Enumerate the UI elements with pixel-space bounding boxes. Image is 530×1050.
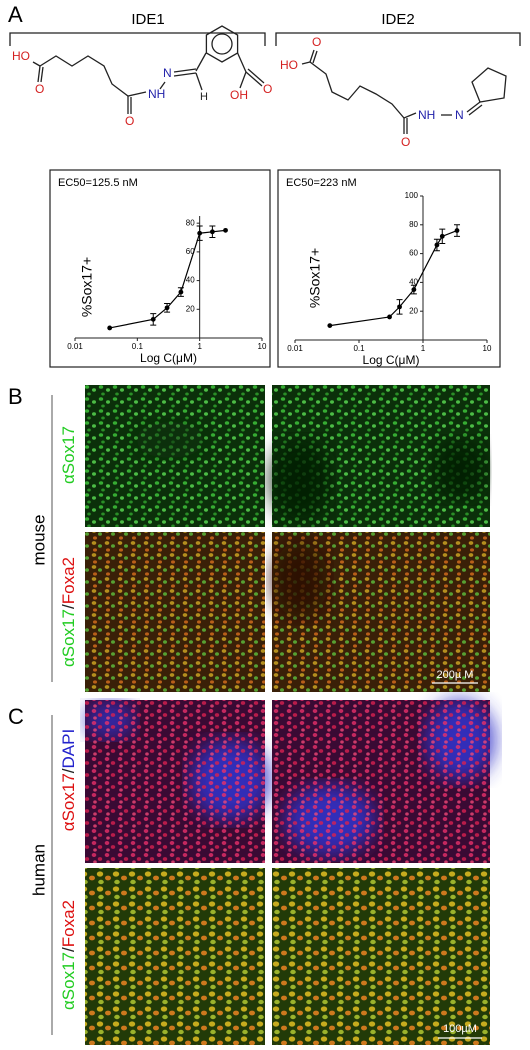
micrograph [85,700,495,1045]
panel-label: B [8,384,23,409]
stain-part: Foxa2 [59,557,78,604]
data-point [434,242,440,248]
y-tick-label: 60 [186,247,195,256]
y-tick-label: 40 [409,278,418,287]
data-point [454,228,460,233]
stain-part: αSox17 [59,609,78,667]
stain-part: DAPI [59,729,78,769]
atom: H [200,91,208,103]
atom: HO [12,49,30,63]
y-tick-label: 60 [409,249,418,258]
atom: O [125,114,134,128]
structure-ide1: HO O O NH N H O OH [12,25,272,128]
atom: OH [230,88,248,102]
atom: O [312,35,321,49]
curve [109,229,226,329]
x-tick-label: 0.1 [132,342,144,351]
data-point [164,305,170,311]
stain-part: αSox17 [59,773,78,831]
data-point [178,289,184,295]
y-tick-label: 40 [186,276,195,285]
structure-ide2: HO O O NH N [280,35,507,149]
stain-label: αSox17/Foxa2 [59,557,78,667]
atom: N [163,66,172,80]
panel-label: C [8,704,24,729]
atom: O [263,82,272,96]
data-point [150,316,156,322]
atom: N [455,108,464,122]
x-tick-label: 0.1 [353,344,365,353]
stain-label: αSox17 [59,426,78,484]
x-axis-label: Log C(μM) [140,351,197,365]
species-label: human [29,844,48,896]
y-tick-label: 80 [186,218,195,227]
x-tick-label: 10 [483,344,492,353]
species-label: mouse [29,514,48,565]
y-tick-label: 20 [186,304,195,313]
compound-name: IDE1 [131,11,164,28]
bracket [9,32,266,46]
data-point [209,229,215,235]
stain-part: αSox17 [59,952,78,1010]
x-tick-label: 1 [197,342,202,351]
data-point [327,323,333,328]
x-tick-label: 1 [421,344,426,353]
data-point [439,233,445,239]
atom: NH [148,87,165,101]
data-point [411,287,417,292]
atom: HO [280,58,298,72]
x-tick-label: 0.01 [287,344,303,353]
stain-label: αSox17/DAPI [59,729,78,831]
bracket [275,32,521,46]
x-tick-label: 10 [258,342,267,351]
data-point [197,230,203,236]
y-tick-label: 100 [405,191,419,200]
scale-bar-label: 200µ M [437,669,474,681]
panel-label: A [8,2,23,27]
stain-part: / [59,768,78,773]
data-point [107,325,113,331]
stain-part: αSox17 [59,426,78,484]
data-point [387,314,392,320]
stain-part: / [59,604,78,609]
scale-bar-label: 100µM [443,1023,477,1035]
data-point [397,304,402,310]
y-axis-label: %Sox17+ [307,248,323,308]
chart-frame [49,169,271,368]
chart-frame [277,169,501,368]
compound-name: IDE2 [381,11,414,28]
y-axis-label: %Sox17+ [79,257,95,317]
micrograph [85,385,490,692]
annotation: EC50=223 nM [286,177,357,189]
stain-part: / [59,947,78,952]
y-tick-label: 80 [409,220,418,229]
stain-part: Foxa2 [59,900,78,947]
data-point [223,227,228,233]
stain-label: αSox17/Foxa2 [59,900,78,1010]
annotation: EC50=125.5 nM [58,177,138,189]
atom: O [35,82,44,96]
x-tick-label: 0.01 [67,342,83,351]
atom: O [401,135,410,149]
y-tick-label: 20 [409,306,418,315]
atom: NH [418,108,435,122]
x-axis-label: Log C(μM) [363,353,420,367]
